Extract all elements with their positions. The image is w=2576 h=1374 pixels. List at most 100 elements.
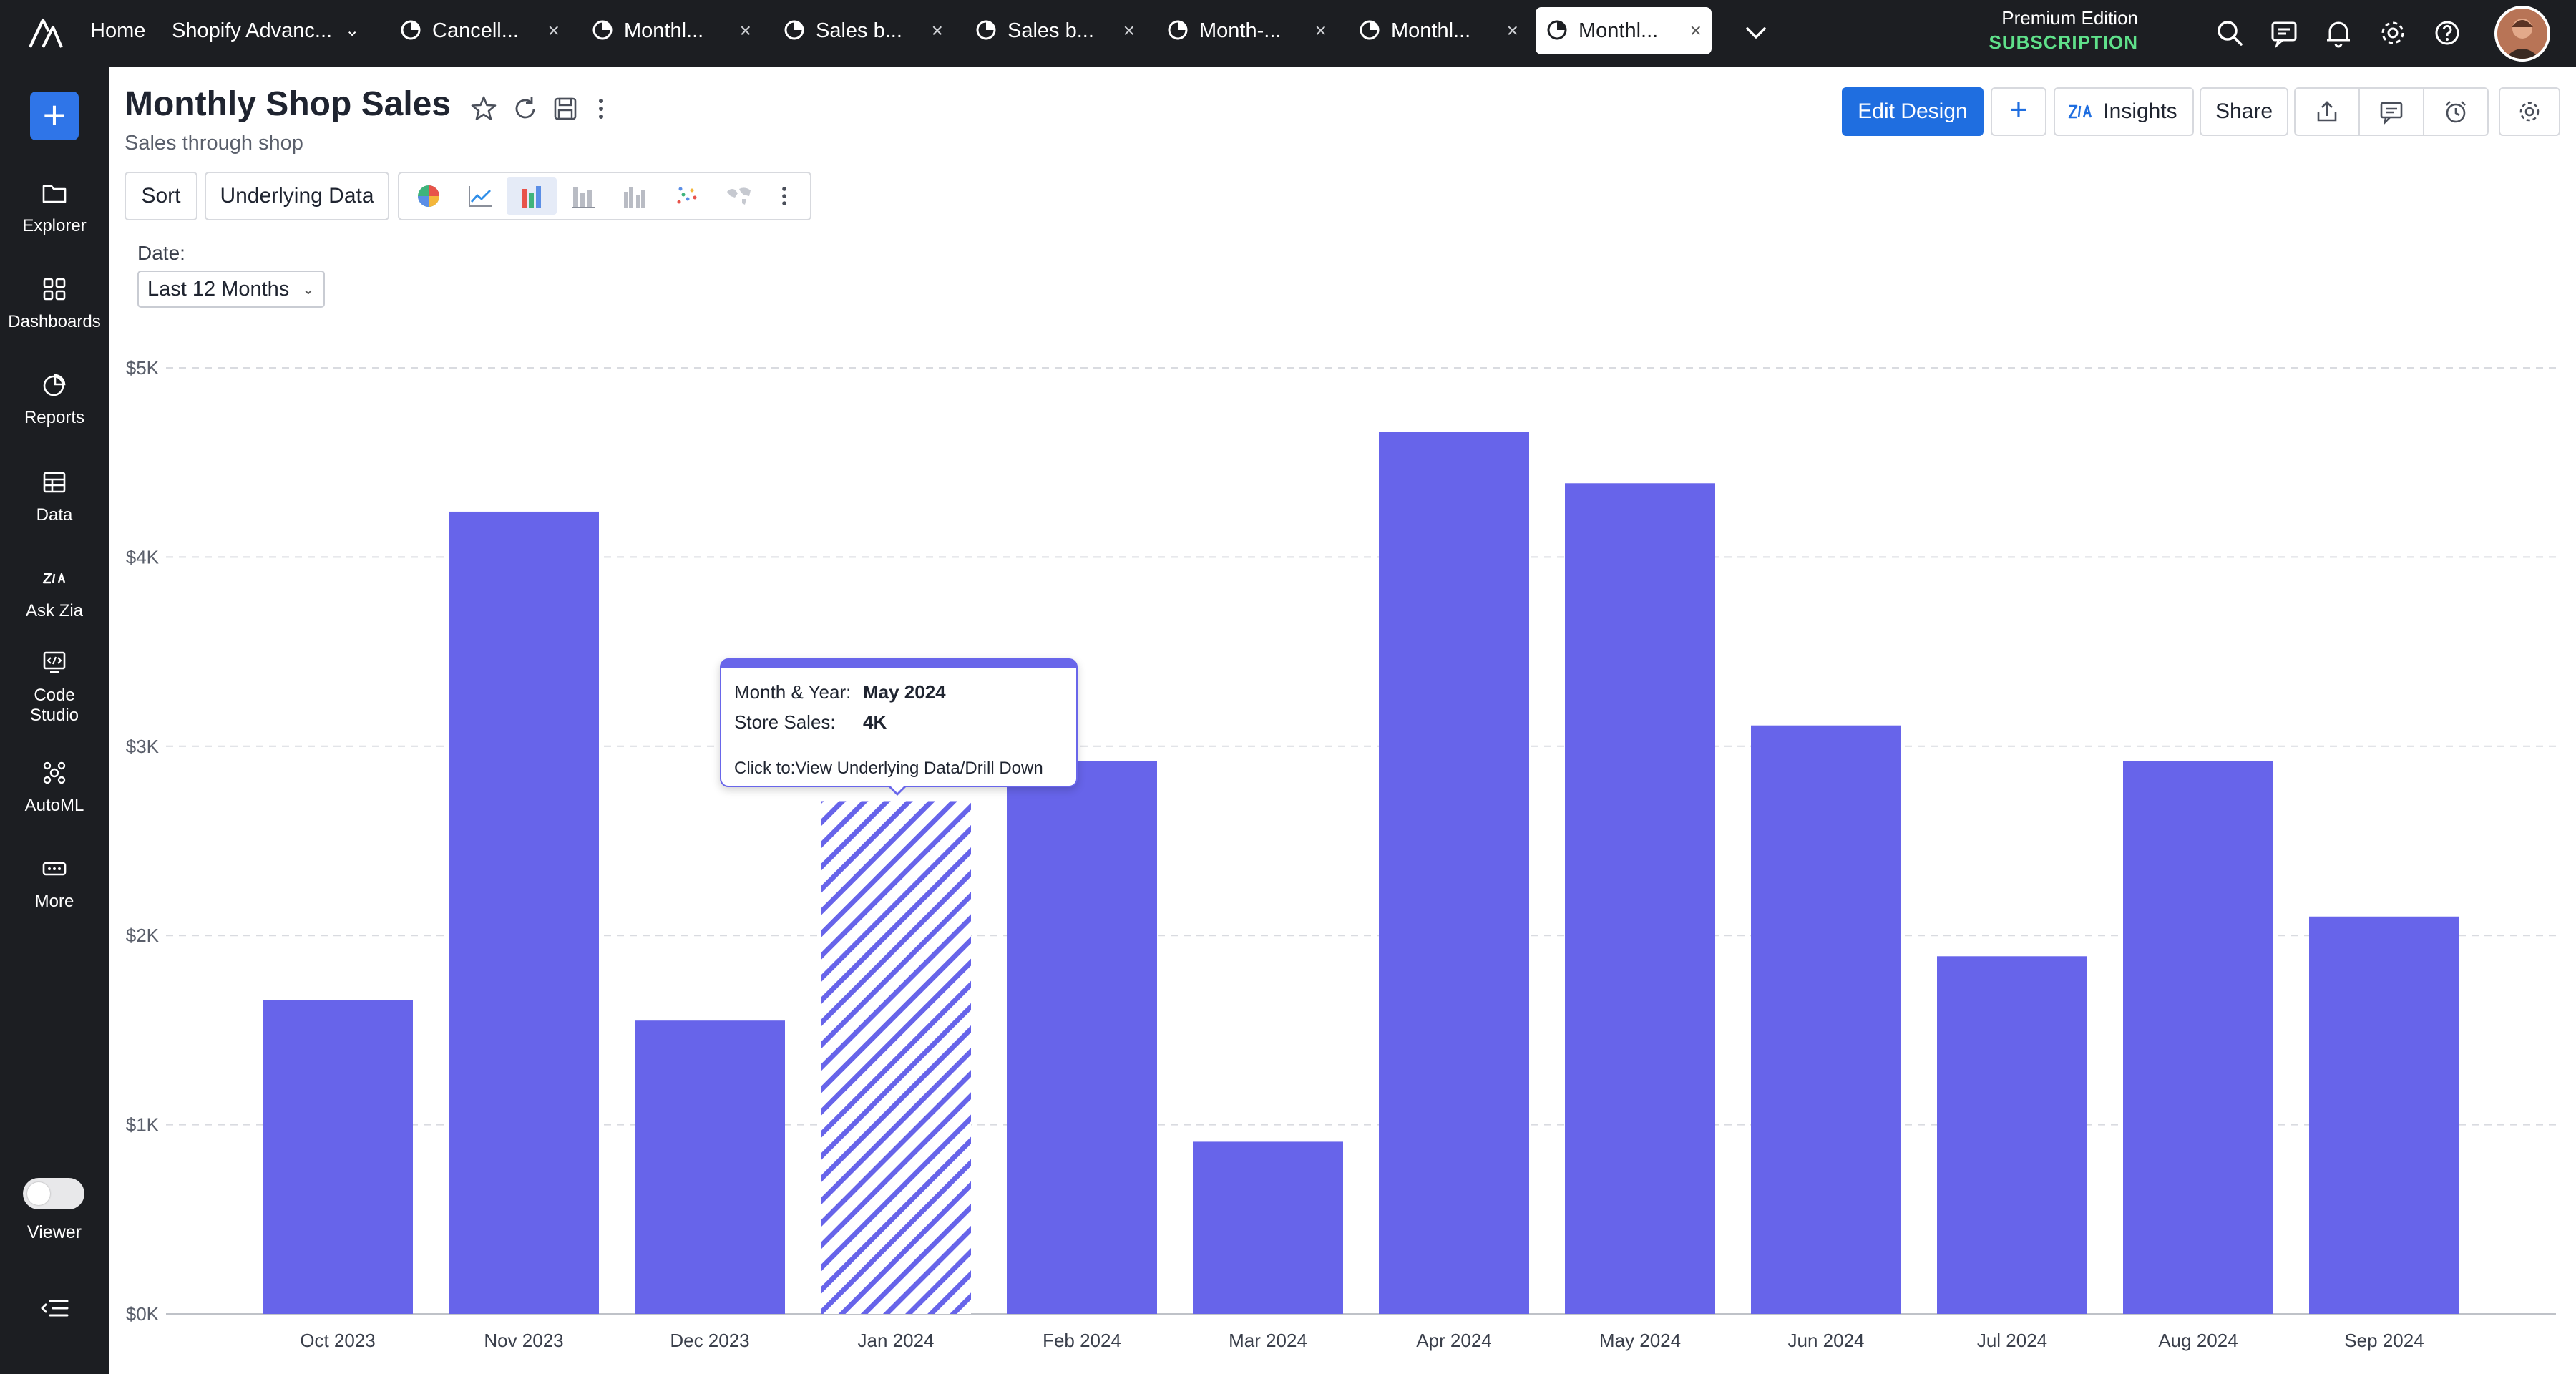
chart-type-scatter[interactable] xyxy=(661,177,711,215)
star-icon[interactable] xyxy=(468,93,499,125)
tab-label: Monthl... xyxy=(624,19,704,42)
comment-icon xyxy=(2380,102,2403,125)
home-link[interactable]: Home xyxy=(90,19,146,42)
tooltip-value: May 2024 xyxy=(863,681,946,703)
sidebar-item-label: Reports xyxy=(24,408,85,427)
x-tick-label: Aug 2024 xyxy=(2158,1330,2238,1351)
map-icon xyxy=(727,187,751,205)
insights-button[interactable]: Insights xyxy=(2054,87,2194,136)
date-filter-select[interactable]: Last 12 Months ⌄ xyxy=(137,271,325,308)
close-icon[interactable]: × xyxy=(931,19,943,42)
bar-jan-2024[interactable] xyxy=(821,801,971,1314)
edit-design-button[interactable]: Edit Design xyxy=(1842,87,1984,136)
chat-icon[interactable] xyxy=(2267,16,2301,50)
more-icon xyxy=(42,862,67,876)
edition-type: SUBSCRIPTION xyxy=(1989,31,2138,53)
share-button[interactable]: Share xyxy=(2200,87,2288,136)
sidebar-item-dashboards[interactable]: Dashboards xyxy=(0,275,109,332)
schedule-button[interactable] xyxy=(2423,87,2489,136)
bar-oct-2023[interactable] xyxy=(263,1000,413,1314)
bar-dec-2023[interactable] xyxy=(635,1020,785,1314)
gear-icon[interactable] xyxy=(2376,16,2410,50)
search-icon[interactable] xyxy=(2212,16,2247,50)
chart-type-line[interactable] xyxy=(455,177,505,215)
help-icon[interactable] xyxy=(2430,16,2464,50)
x-tick-label: Oct 2023 xyxy=(300,1330,376,1351)
y-tick-label: $5K xyxy=(126,357,160,379)
sidebar-item-label: Dashboards xyxy=(8,312,101,331)
bar-jul-2024[interactable] xyxy=(1937,956,2087,1314)
app-logo-icon[interactable] xyxy=(27,16,64,50)
tab-monthly-2[interactable]: Monthl... × xyxy=(1348,7,1528,54)
tab-cancellations[interactable]: Cancell... × xyxy=(389,7,570,54)
comments-button[interactable] xyxy=(2358,87,2424,136)
close-icon[interactable]: × xyxy=(1506,19,1518,42)
date-filter-value: Last 12 Months xyxy=(147,278,290,301)
tab-monthly-active[interactable]: Monthl... × xyxy=(1536,7,1712,54)
sidebar-item-automl[interactable]: AutoML xyxy=(0,759,109,816)
zia-icon xyxy=(42,572,66,584)
close-icon[interactable]: × xyxy=(547,19,560,42)
x-tick-label: Mar 2024 xyxy=(1229,1330,1307,1351)
y-tick-label: $0K xyxy=(126,1303,160,1325)
sidebar-item-label: Explorer xyxy=(22,216,87,235)
bar-jun-2024[interactable] xyxy=(1751,725,1901,1314)
refresh-icon[interactable] xyxy=(509,93,541,125)
bar-feb-2024[interactable] xyxy=(1007,761,1157,1314)
sidebar-item-ask-zia[interactable]: Ask Zia xyxy=(0,564,109,621)
sidebar-item-reports[interactable]: Reports xyxy=(0,371,109,428)
close-icon[interactable]: × xyxy=(1689,19,1702,42)
table-icon xyxy=(43,472,66,493)
chart-type-stacked-bar[interactable] xyxy=(558,177,608,215)
chart-type-pie[interactable] xyxy=(404,177,454,215)
tab-sales-by-1[interactable]: Sales b... × xyxy=(773,7,953,54)
tab-label: Cancell... xyxy=(432,19,519,42)
bar-aug-2024[interactable] xyxy=(2123,761,2273,1314)
insights-label: Insights xyxy=(2103,99,2177,123)
bar-apr-2024[interactable] xyxy=(1379,432,1529,1314)
chart-type-bar[interactable] xyxy=(507,177,557,215)
sidebar-item-label: Code Studio xyxy=(29,686,79,725)
edition-name: Premium Edition xyxy=(2001,7,2138,29)
more-options-icon[interactable] xyxy=(585,93,617,125)
bell-icon[interactable] xyxy=(2321,16,2356,50)
save-icon[interactable] xyxy=(550,93,581,125)
chart-type-map[interactable] xyxy=(713,177,763,215)
bar-nov-2023[interactable] xyxy=(449,511,599,1314)
viewer-toggle[interactable] xyxy=(23,1178,84,1209)
tab-sales-by-2[interactable]: Sales b... × xyxy=(965,7,1145,54)
workspace-label: Shopify Advanc... xyxy=(172,19,333,42)
tab-monthly-1[interactable]: Monthl... × xyxy=(581,7,761,54)
tooltip-row-month: Month & Year: May 2024 xyxy=(734,681,946,703)
x-tick-label: Jan 2024 xyxy=(858,1330,935,1351)
pie-chart-icon xyxy=(418,185,439,207)
close-icon[interactable]: × xyxy=(1314,19,1327,42)
chart-type-more[interactable] xyxy=(764,177,803,215)
sidebar-item-code-studio[interactable]: Code Studio xyxy=(0,648,109,726)
tab-month-over[interactable]: Month-... × xyxy=(1156,7,1337,54)
underlying-data-button[interactable]: Underlying Data xyxy=(205,172,389,220)
y-tick-label: $1K xyxy=(126,1114,160,1136)
close-icon[interactable]: × xyxy=(739,19,751,42)
bar-may-2024[interactable] xyxy=(1565,483,1715,1315)
workspace-selector[interactable]: Shopify Advanc... ⌄ xyxy=(172,0,359,67)
report-settings-button[interactable] xyxy=(2499,87,2560,136)
sort-button[interactable]: Sort xyxy=(125,172,197,220)
tab-label: Monthl... xyxy=(1579,19,1659,42)
collapse-sidebar-icon[interactable] xyxy=(37,1291,72,1325)
export-button[interactable] xyxy=(2294,87,2360,136)
add-button[interactable]: + xyxy=(1991,87,2046,136)
chart-type-switcher xyxy=(398,172,811,220)
sidebar-item-data[interactable]: Data xyxy=(0,468,109,525)
sidebar-item-explorer[interactable]: Explorer xyxy=(0,179,109,236)
bar-mar-2024[interactable] xyxy=(1193,1141,1343,1314)
grid-icon xyxy=(43,278,66,301)
line-chart-icon xyxy=(469,186,492,207)
create-button[interactable]: + xyxy=(30,92,79,140)
close-icon[interactable]: × xyxy=(1123,19,1135,42)
chart-type-grouped-bar[interactable] xyxy=(610,177,660,215)
chevron-down-icon[interactable] xyxy=(1739,16,1773,50)
avatar[interactable] xyxy=(2494,6,2550,62)
sidebar-item-more[interactable]: More xyxy=(0,854,109,912)
bar-sep-2024[interactable] xyxy=(2309,916,2459,1314)
